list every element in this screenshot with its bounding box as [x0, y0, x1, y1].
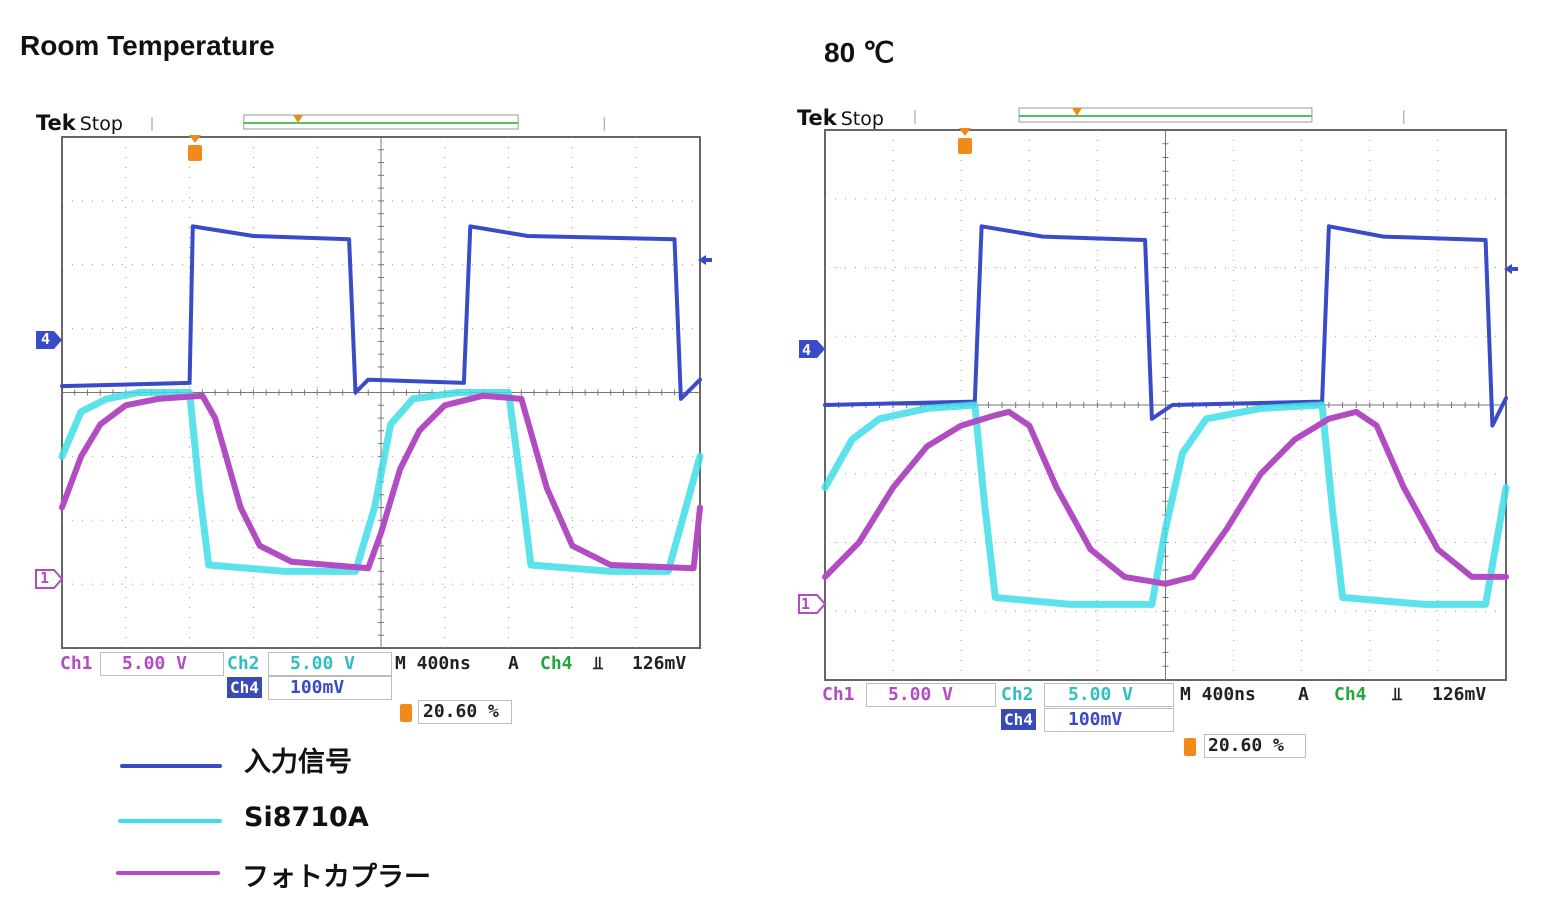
ch4-marker-shape	[799, 340, 825, 358]
tek-brand: Tek	[797, 106, 837, 130]
tek-brand: Tek	[36, 111, 76, 135]
series-line-ch4	[823, 224, 1508, 428]
trigger-slope-icon: ⫫	[1392, 684, 1403, 705]
trigger-level-arrow-icon	[1504, 264, 1518, 274]
series-line-ch4	[60, 224, 702, 401]
ch4-marker: 4	[41, 330, 51, 348]
legend-swatch-si8710a	[118, 819, 222, 823]
legend-label-photocoupler: フォトカプラー	[242, 862, 431, 893]
ch1-marker-shape	[35, 569, 64, 589]
trigger-level-arrow-icon	[698, 255, 712, 265]
ch4-marker-shape	[36, 331, 62, 349]
ch4-marker: 4	[802, 341, 812, 359]
ch4-label: Ch4	[1001, 709, 1036, 730]
ch4-value: 100mV	[1068, 709, 1123, 730]
trigger-marker-icon	[189, 135, 201, 143]
ch1-marker: 1	[40, 569, 50, 587]
scope-header: Tek Stop	[797, 106, 884, 130]
trigger-pos-box	[1204, 734, 1306, 758]
trigger-marker-icon	[958, 138, 972, 154]
trigger-level: 126mV	[632, 653, 687, 674]
trigger-prefix: A	[508, 653, 519, 674]
trigger-level: 126mV	[1432, 684, 1487, 705]
ch1-value-box	[100, 652, 224, 676]
ch1-marker-shape	[798, 594, 827, 614]
trigger-source: Ch4	[1334, 684, 1367, 705]
ch2-value-box	[1044, 683, 1174, 707]
panel-title-80c: 80 ℃	[824, 37, 895, 68]
trigger-marker-icon	[959, 128, 971, 136]
timebase: M 400ns	[1180, 684, 1256, 705]
ch1-label: Ch1	[60, 653, 93, 674]
ch4-label: Ch4	[227, 677, 262, 698]
ch2-value: 5.00 V	[290, 653, 356, 674]
ch2-label: Ch2	[1001, 684, 1034, 705]
ch2-label: Ch2	[227, 653, 260, 674]
trigger-marker-icon	[188, 145, 202, 161]
trigger-pos-box	[418, 700, 512, 724]
trigger-prefix: A	[1298, 684, 1309, 705]
series-line-ch1	[822, 408, 1509, 587]
trigger-position-icon	[400, 704, 412, 722]
record-trigger-icon	[1071, 108, 1082, 116]
legend-swatch-input	[120, 764, 222, 768]
trigger-source: Ch4	[540, 653, 573, 674]
series-line-ch1	[59, 392, 703, 572]
series-line-ch2	[821, 401, 1510, 608]
ch4-value-box	[1044, 708, 1174, 732]
scope-header: Tek Stop	[36, 111, 123, 135]
series-line-ch2	[58, 389, 704, 575]
acq-status: Stop	[79, 113, 123, 135]
ch2-value: 5.00 V	[1068, 684, 1134, 705]
legend-swatch-photocoupler	[116, 871, 220, 875]
ch1-value: 5.00 V	[122, 653, 188, 674]
acq-status: Stop	[840, 108, 884, 130]
panel-title-room: Room Temperature	[20, 30, 275, 61]
trigger-position: 20.60 %	[1208, 735, 1284, 756]
trigger-slope-icon: ⫫	[593, 653, 604, 674]
legend-label-input: 入力信号	[244, 747, 352, 778]
legend-label-si8710a: Si8710A	[244, 802, 369, 833]
ch4-value: 100mV	[290, 677, 345, 698]
ch1-marker: 1	[801, 595, 811, 613]
ch4-value-box	[268, 676, 392, 700]
ch1-value-box	[866, 683, 996, 707]
record-trigger-icon	[293, 115, 304, 123]
trigger-position-icon	[1184, 738, 1196, 756]
timebase: M 400ns	[395, 653, 471, 674]
ch2-value-box	[268, 652, 392, 676]
ch1-value: 5.00 V	[888, 684, 954, 705]
trigger-position: 20.60 %	[423, 701, 499, 722]
ch1-label: Ch1	[822, 684, 855, 705]
